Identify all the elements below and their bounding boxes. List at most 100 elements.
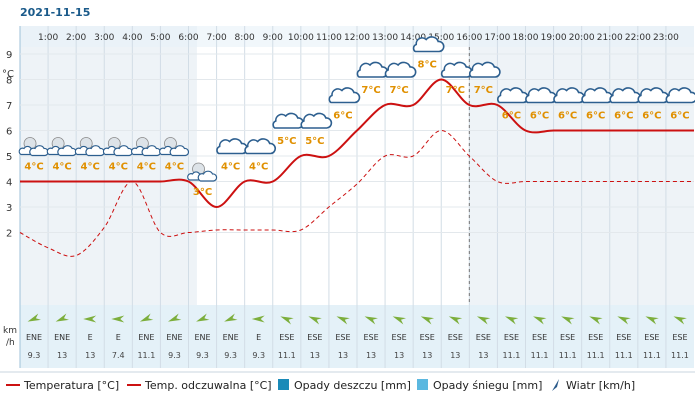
wind-speed-label: 13 — [57, 351, 67, 360]
grid-lines — [20, 26, 694, 368]
legend-swatch-rain — [278, 379, 289, 390]
wind-arrow-icon — [336, 316, 350, 325]
temperature-data-label: 8°C — [418, 60, 437, 71]
wind-direction-label: ESE — [532, 333, 547, 342]
hour-label: 15:00 — [428, 33, 454, 43]
wind-arrow-icon — [617, 316, 631, 325]
cloud-icon — [384, 61, 417, 78]
temperature-data-label: 4°C — [165, 162, 184, 173]
temperature-data-label: 6°C — [586, 111, 605, 122]
y-tick-label: 7 — [6, 101, 12, 112]
cloud-icon-shape — [384, 61, 417, 78]
wind-arrow-shape — [111, 315, 125, 323]
wind-arrow-icon — [196, 313, 210, 322]
wind-arrow-shape — [364, 316, 378, 325]
moon-cloud-icon — [74, 137, 105, 157]
temperature-data-label: 6°C — [530, 111, 549, 122]
wind-direction-label: ESE — [279, 333, 294, 342]
wind-arrow-shape — [645, 316, 659, 325]
wind-speed-label: 11.1 — [503, 351, 521, 360]
wind-panel: km /h ENE 9.3 ENE 13 E 13 E 7.4 ENE 11.1 ENE 9.3 ENE… — [3, 313, 689, 360]
hour-label: 21:00 — [597, 33, 623, 43]
hour-label: 2:00 — [66, 33, 86, 43]
temperature-data-label: 4°C — [81, 162, 100, 173]
hour-label: 1:00 — [38, 33, 58, 43]
cloud-icon-shape — [244, 138, 277, 155]
hour-label: 17:00 — [484, 33, 510, 43]
wind-arrow-shape — [280, 316, 294, 325]
wind-direction-label: ESE — [335, 333, 350, 342]
wind-arrow-shape — [504, 316, 519, 325]
temperature-data-label: 6°C — [558, 111, 577, 122]
wind-speed-label: 11.1 — [643, 351, 661, 360]
wind-direction-label: ESE — [476, 333, 491, 342]
cloud-icon-shape — [468, 61, 501, 78]
wind-arrow-shape — [83, 315, 97, 323]
legend-swatch-snow — [417, 379, 428, 390]
wind-speed-label: 9.3 — [252, 351, 265, 360]
hour-label: 14:00 — [400, 33, 426, 43]
wind-arrow-shape — [617, 316, 631, 325]
wind-arrow-icon — [448, 316, 463, 325]
wind-direction-label: ESE — [448, 333, 463, 342]
temperature-data-label: 5°C — [305, 136, 324, 147]
legend-item-label: Temperatura [°C] — [23, 379, 119, 392]
hour-label: 10:00 — [288, 33, 314, 43]
wind-speed-label: 11.1 — [587, 351, 605, 360]
hour-label: 20:00 — [569, 33, 595, 43]
temperature-data-label: 4°C — [221, 162, 240, 173]
cloud-icon-shape — [412, 36, 445, 53]
temperature-data-label: 4°C — [52, 162, 71, 173]
y-tick-label: 2 — [6, 229, 12, 240]
cloud-icon — [328, 87, 361, 104]
wind-direction-label: ESE — [644, 333, 659, 342]
wind-direction-label: ENE — [194, 333, 210, 342]
wind-speed-label: 13 — [450, 351, 460, 360]
wind-arrow-shape — [251, 315, 265, 323]
wind-arrow-icon — [392, 316, 407, 325]
wind-direction-label: E — [116, 333, 121, 342]
temperature-labels: 4°C 4°C 4°C 4°C 4°C 4°C 3°C 4°C 4°C 5°C 5°C 6°C 7°C 7… — [24, 60, 689, 199]
hour-label: 4:00 — [122, 33, 142, 43]
wind-speed-label: 11.1 — [559, 351, 577, 360]
wind-arrow-icon — [364, 316, 378, 325]
wind-speed-label: 9.3 — [224, 351, 237, 360]
cloud-icon-shape — [328, 87, 361, 104]
wind-arrow-icon — [55, 313, 70, 322]
wind-arrow-icon — [533, 316, 547, 325]
temperature-data-label: 4°C — [24, 162, 43, 173]
wind-speed-label: 13 — [310, 351, 320, 360]
temperature-data-label: 7°C — [446, 85, 465, 96]
cloud-icon-shape — [300, 112, 333, 129]
temperature-data-label: 6°C — [333, 111, 352, 122]
hour-label: 12:00 — [344, 33, 370, 43]
wind-direction-label: ESE — [588, 333, 603, 342]
wind-speed-label: 11.1 — [278, 351, 296, 360]
legend-background — [0, 372, 695, 398]
legend-swatch-wind-icon — [552, 379, 559, 391]
wind-arrow-icon — [673, 316, 687, 325]
moon-cloud-icon — [159, 137, 190, 157]
y-tick-label: 4 — [6, 178, 12, 189]
y-tick-label: 8 — [6, 76, 12, 87]
wind-arrow-icon — [111, 315, 125, 323]
hour-label: 7:00 — [206, 33, 226, 43]
wind-speed-label: 7.4 — [112, 351, 125, 360]
wind-speed-label: 11.1 — [615, 351, 633, 360]
hour-label: 8:00 — [235, 33, 255, 43]
wind-arrow-shape — [392, 316, 407, 325]
wind-speed-label: 11.1 — [137, 351, 155, 360]
hour-label: 9:00 — [263, 33, 283, 43]
wind-arrow-shape — [589, 316, 603, 325]
wind-arrow-shape — [196, 313, 210, 322]
temperature-data-label: 4°C — [137, 162, 156, 173]
moon-cloud-icon-cloud-b — [197, 170, 218, 182]
wind-direction-label: ENE — [166, 333, 182, 342]
wind-speed-label: 13 — [85, 351, 95, 360]
y-tick-label: 5 — [6, 152, 12, 163]
moon-cloud-icon — [46, 137, 77, 157]
legend-item-label: Opady śniegu [mm] — [433, 379, 542, 392]
wind-arrow-shape — [533, 316, 547, 325]
legend-item-label: Temp. odczuwalna [°C] — [144, 379, 272, 392]
